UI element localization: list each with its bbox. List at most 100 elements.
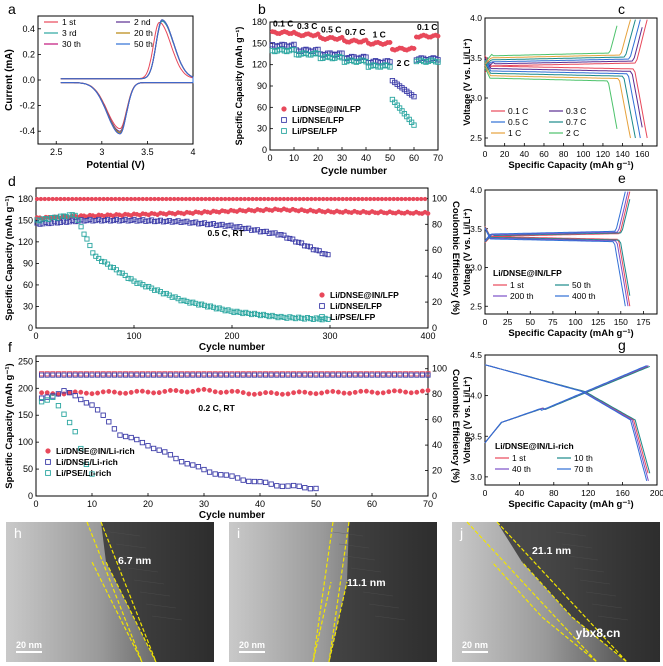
data-point: [52, 214, 58, 220]
y-tick-label: 0.2: [22, 49, 35, 59]
y-tick-label: 3.0: [470, 472, 482, 482]
data-point: [307, 486, 314, 492]
data-point: [414, 372, 420, 378]
charge-curve: [484, 365, 647, 444]
data-point: [131, 216, 137, 223]
lattice-fringe: [362, 591, 394, 597]
data-point: [149, 217, 155, 223]
data-point: [319, 251, 325, 257]
data-point: [356, 196, 361, 202]
data-point: [93, 196, 98, 202]
y-tick-label: 120: [252, 60, 267, 70]
data-point: [61, 388, 67, 394]
data-point: [347, 372, 353, 378]
data-point: [187, 220, 193, 226]
data-point: [89, 402, 95, 408]
data-point: [175, 196, 181, 202]
data-point: [330, 372, 336, 378]
y-axis-label: Voltage (V vs. Li/Li⁺): [462, 38, 472, 125]
lattice-fringe: [585, 591, 617, 597]
coating-inner-boundary: [328, 521, 350, 663]
data-point: [178, 298, 184, 304]
x-tick-label: 120: [596, 149, 610, 159]
data-point: [61, 411, 67, 417]
cv-curve: [60, 19, 194, 135]
data-point: [435, 33, 441, 39]
data-point: [319, 292, 325, 298]
data-point: [319, 314, 325, 320]
data-point: [195, 371, 201, 377]
data-point: [352, 196, 357, 202]
data-point: [225, 223, 231, 229]
coating-inner-boundary: [100, 521, 157, 663]
axes-frame: [35, 355, 429, 497]
legend-label: 3 rd: [62, 28, 77, 38]
data-point: [250, 196, 255, 202]
legend: Li/DNSE@IN/Li-richLi/DNSE/Li-richLi/PSE/…: [45, 446, 135, 478]
data-point: [212, 389, 218, 395]
legend-label: Li/PSE/LFP: [292, 126, 338, 136]
data-point: [199, 196, 204, 202]
data-point: [96, 255, 102, 261]
data-point: [55, 372, 61, 378]
data-point: [81, 196, 87, 202]
data-point: [50, 371, 56, 377]
discharge-curve: [484, 228, 626, 307]
x-tick-label: 25: [503, 317, 513, 327]
data-point: [38, 196, 44, 202]
y-tick-label: 0: [262, 145, 267, 155]
data-point: [55, 403, 62, 409]
legend-label: 70 th: [574, 464, 593, 474]
data-point: [348, 196, 353, 202]
lattice-fringe: [133, 579, 165, 585]
y2-tick-label: 20: [432, 297, 442, 307]
data-point: [301, 243, 308, 249]
data-point: [67, 372, 73, 378]
tem-particle: [329, 522, 437, 662]
y-tick-label: -0.2: [19, 101, 35, 111]
data-point: [229, 371, 235, 377]
data-point: [335, 372, 341, 378]
data-point: [425, 388, 431, 393]
legend-label: 40 th: [512, 464, 531, 474]
data-point: [313, 485, 319, 492]
data-point: [419, 388, 425, 394]
data-point: [184, 461, 190, 467]
cv-curve: [60, 20, 194, 132]
data-point: [358, 372, 364, 378]
annotation-label: 0.5 C, RT: [208, 228, 245, 238]
x-tick-label: 75: [548, 317, 558, 327]
data-point: [313, 247, 319, 253]
data-point: [78, 371, 84, 377]
data-point: [178, 219, 184, 225]
data-point: [237, 309, 243, 315]
cv-curve: [60, 19, 194, 135]
data-point: [262, 479, 269, 486]
data-point: [111, 389, 117, 395]
data-point: [435, 59, 441, 65]
data-point: [169, 219, 175, 225]
data-point: [246, 310, 252, 316]
data-point: [183, 196, 189, 202]
y-tick-label: 250: [18, 356, 33, 366]
lattice-fringe: [151, 615, 183, 621]
data-point: [134, 280, 140, 286]
data-point: [235, 372, 241, 378]
data-point: [113, 196, 118, 202]
data-point: [50, 196, 55, 202]
data-point: [290, 315, 296, 321]
y-tick-label: 100: [18, 437, 33, 447]
data-point: [380, 390, 386, 396]
data-point: [72, 429, 78, 435]
data-point: [284, 235, 290, 241]
data-point: [89, 471, 95, 477]
data-point: [411, 122, 417, 128]
data-point: [225, 307, 231, 313]
data-point: [299, 240, 305, 246]
rate-label: 0.5 C: [321, 24, 341, 34]
x-tick-label: 100: [126, 331, 141, 341]
data-point: [44, 394, 50, 400]
x-tick-label: 70: [433, 153, 443, 163]
data-point: [289, 196, 294, 202]
data-point: [49, 215, 55, 221]
